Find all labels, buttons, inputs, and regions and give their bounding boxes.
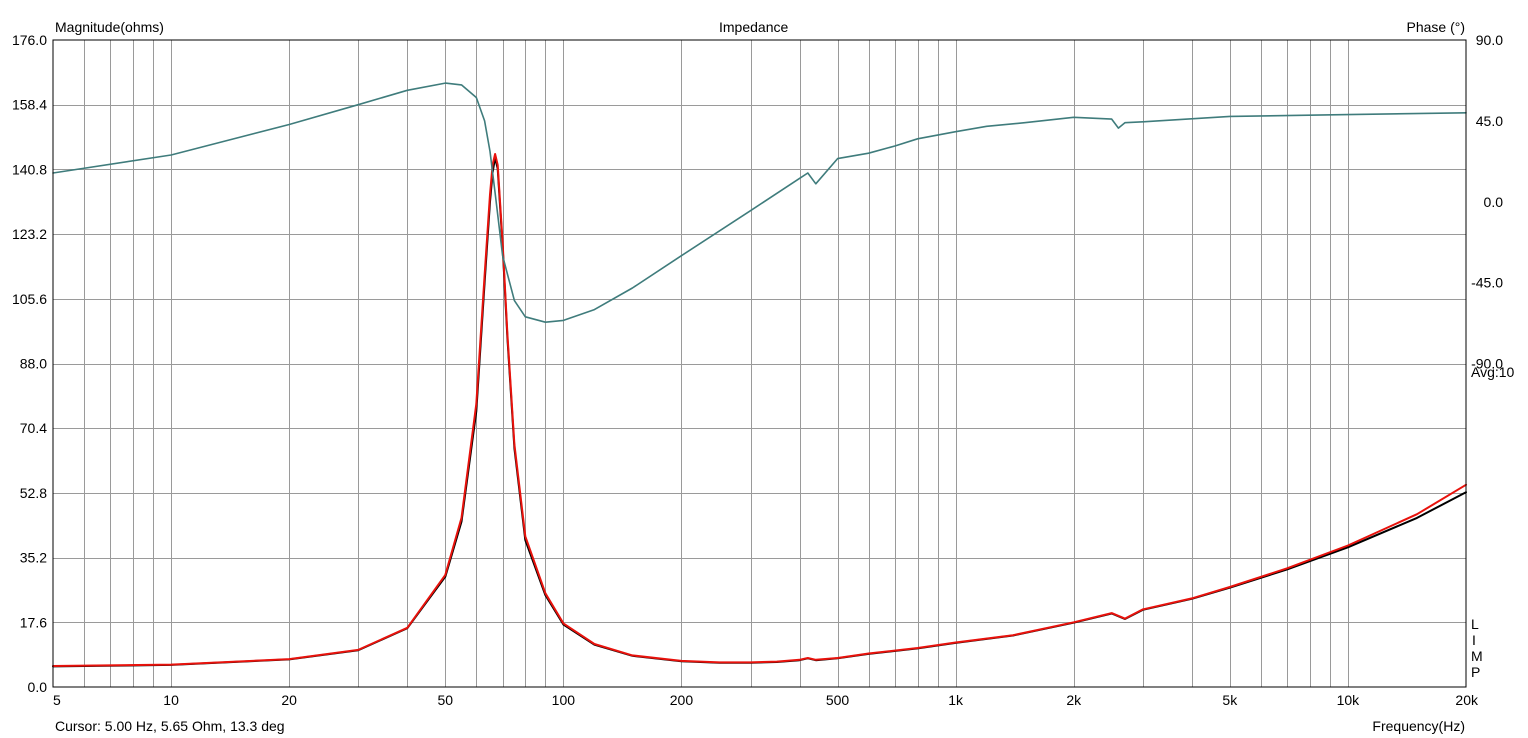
chart-title: Impedance [719, 19, 789, 35]
avg-annotation: Avg:10 [1471, 364, 1515, 380]
y-left-tick-label: 88.0 [20, 356, 47, 372]
series-line-1 [52, 153, 1467, 667]
limp-letter-l: L [1471, 616, 1479, 632]
y-left-tick-labels: 0.0 17.6 35.2 52.8 70.4 88.0 105.6 123.2 140.8 15… [12, 32, 47, 695]
y-right-tick-label: 90.0 [1476, 32, 1503, 48]
x-tick-label: 20 [281, 692, 297, 708]
x-tick-label: 200 [670, 692, 694, 708]
limp-letter-i: I [1472, 632, 1476, 648]
y-right-tick-labels: 90.0 45.0 0.0 -45.0 -90.0 [1471, 32, 1503, 372]
limp-letter-p: P [1471, 664, 1481, 680]
y-right-tick-label: 45.0 [1476, 113, 1503, 129]
y-left-tick-label: 17.6 [20, 614, 47, 630]
x-tick-label: 5 [53, 692, 61, 708]
x-axis-title: Frequency(Hz) [1372, 718, 1465, 734]
y-left-tick-label: 176.0 [12, 32, 47, 48]
y-left-tick-label: 105.6 [12, 291, 47, 307]
plot-frame [52, 39, 1467, 688]
grid [53, 40, 1466, 687]
x-tick-label: 10 [163, 692, 179, 708]
limp-letter-m: M [1471, 648, 1483, 664]
x-tick-label: 50 [437, 692, 453, 708]
series-line-0 [52, 156, 1467, 668]
y-left-tick-label: 123.2 [12, 226, 47, 242]
y-left-tick-label: 35.2 [20, 550, 47, 566]
x-tick-label: 5k [1222, 692, 1238, 708]
y-left-tick-label: 140.8 [12, 161, 47, 177]
x-tick-label: 2k [1066, 692, 1082, 708]
y-right-tick-label: 0.0 [1484, 194, 1504, 210]
x-tick-label: 1k [948, 692, 964, 708]
y-right-axis-title: Phase (°) [1406, 19, 1465, 35]
y-left-tick-label: 52.8 [20, 485, 47, 501]
y-left-tick-label: 0.0 [28, 679, 48, 695]
series-layer [52, 82, 1467, 668]
series-line-2 [52, 82, 1467, 324]
y-left-axis-title: Magnitude(ohms) [55, 19, 164, 35]
x-tick-label: 500 [826, 692, 850, 708]
x-tick-label: 20k [1455, 692, 1479, 708]
x-tick-label: 100 [552, 692, 576, 708]
x-tick-labels: 5 10 20 50 100 200 500 1k 2k 5k 10k 20k [53, 692, 1479, 708]
y-left-tick-label: 70.4 [20, 420, 47, 436]
x-tick-label: 10k [1337, 692, 1361, 708]
y-right-tick-label: -90.0 [1471, 356, 1503, 372]
y-left-tick-label: 158.4 [12, 97, 47, 113]
y-right-tick-label: -45.0 [1471, 275, 1503, 291]
cursor-readout: Cursor: 5.00 Hz, 5.65 Ohm, 13.3 deg [55, 718, 285, 734]
